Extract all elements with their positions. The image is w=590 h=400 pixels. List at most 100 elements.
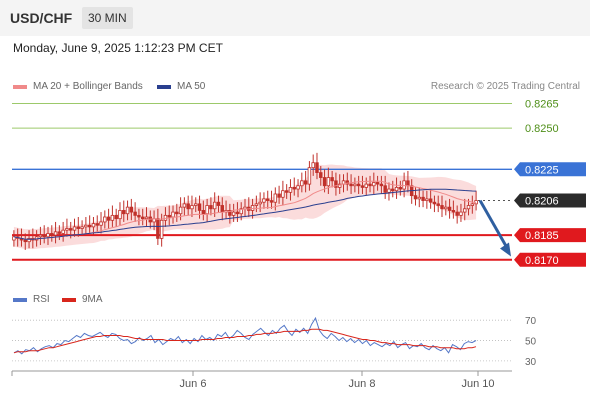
candle-body	[38, 234, 43, 238]
candle-body	[300, 180, 304, 187]
moving-averages	[13, 180, 511, 257]
candle-body	[228, 210, 232, 216]
candle-body	[50, 233, 54, 236]
candle-body	[425, 198, 429, 201]
candle-body	[447, 206, 452, 211]
candle-body	[212, 201, 217, 210]
level-badge-0.8206	[514, 193, 586, 208]
rsi-panel: 70 50 30	[12, 316, 537, 368]
candle-body	[175, 211, 179, 215]
price-levels	[12, 103, 512, 261]
symbol-label: USD/CHF	[10, 10, 73, 26]
candle-body	[137, 214, 141, 218]
candle-body	[451, 210, 456, 213]
candle-body	[231, 211, 236, 216]
candle-body	[459, 211, 463, 216]
candle-body	[292, 187, 296, 190]
candle-body	[402, 180, 406, 190]
candle-body	[394, 187, 399, 192]
level-label-0.8170: 0.8170	[525, 255, 559, 267]
candle-body	[201, 210, 206, 215]
candle-body	[159, 219, 164, 239]
candle-body	[68, 228, 73, 231]
candle-body	[167, 214, 171, 218]
candle-body	[368, 183, 372, 187]
candle-body	[186, 203, 190, 210]
level-label-0.8225: 0.8225	[525, 164, 559, 176]
candle-body	[156, 218, 160, 239]
candle-body	[114, 214, 118, 220]
candle-body	[110, 214, 115, 221]
candle-body	[258, 201, 262, 205]
chart-header: USD/CHF 30 MIN	[0, 0, 590, 36]
timeframe-button[interactable]: 30 MIN	[82, 7, 133, 29]
candle-body	[353, 183, 357, 187]
candle-body	[103, 216, 107, 223]
level-badge-0.8185	[514, 228, 586, 243]
candle-body	[311, 162, 315, 169]
level-label-0.8265: 0.8265	[525, 99, 559, 111]
candles	[12, 152, 478, 250]
candle-body	[266, 198, 270, 201]
time-tick-label: Jun 6	[180, 378, 207, 390]
time-tick-label: Jun 10	[461, 378, 494, 390]
candle-body	[360, 185, 365, 188]
ma50-swatch	[157, 84, 171, 89]
legend-ma50: MA 50	[157, 81, 205, 92]
rsi-tick-50: 50	[525, 337, 537, 348]
candle-body	[53, 231, 58, 236]
candle-body	[122, 210, 126, 215]
legend-9ma-label: 9MA	[82, 294, 103, 305]
time-tick-label: Jun 8	[349, 378, 376, 390]
candle-body	[322, 177, 327, 187]
candle-body	[95, 223, 99, 226]
candle-body	[57, 231, 62, 234]
candle-body	[178, 206, 183, 215]
forecast-arrow-shaft	[478, 199, 510, 251]
candle-body	[466, 205, 471, 210]
candle-body	[197, 203, 202, 211]
candle-body	[356, 183, 361, 187]
candle-body	[99, 221, 103, 226]
candle-body	[133, 211, 137, 216]
candle-body	[326, 177, 331, 187]
candle-body	[372, 182, 376, 187]
candle-body	[269, 200, 274, 203]
candle-body	[91, 223, 96, 228]
candle-body	[106, 216, 111, 221]
candle-body	[250, 205, 255, 211]
candle-body	[440, 205, 444, 210]
candle-body	[61, 229, 65, 234]
candle-body	[273, 193, 278, 203]
candle-body	[470, 203, 475, 206]
legend-ma20-label: MA 20 + Bollinger Bands	[33, 81, 143, 92]
credit-text: Research © 2025 Trading Central	[430, 81, 580, 92]
legend-ma50-label: MA 50	[177, 81, 206, 92]
candle-body	[413, 195, 418, 200]
legend-9ma: 9MA	[62, 294, 103, 305]
candle-body	[334, 180, 338, 188]
candle-body	[27, 237, 31, 243]
candle-body	[42, 234, 46, 238]
candle-body	[140, 216, 145, 220]
candle-body	[330, 177, 334, 182]
time-axis: Jun 6 Jun 8 Jun 10	[11, 370, 512, 390]
candle-body	[307, 167, 312, 185]
candle-body	[391, 188, 395, 192]
candle-body	[220, 205, 224, 213]
rsi-tick-30: 30	[525, 357, 537, 368]
candle-body	[118, 210, 122, 220]
candle-body	[398, 187, 403, 190]
ma20-swatch	[13, 84, 27, 89]
rsi-swatch	[13, 297, 27, 302]
rsi-series-9ma	[13, 328, 477, 354]
candle-body	[463, 208, 467, 213]
ma50-line	[13, 188, 477, 240]
candle-body	[254, 203, 259, 206]
rsi-series-rsi	[13, 316, 477, 355]
candle-body	[428, 198, 433, 203]
candle-body	[235, 211, 240, 215]
level-badge-0.8225	[514, 162, 586, 177]
candle-body	[319, 172, 323, 178]
